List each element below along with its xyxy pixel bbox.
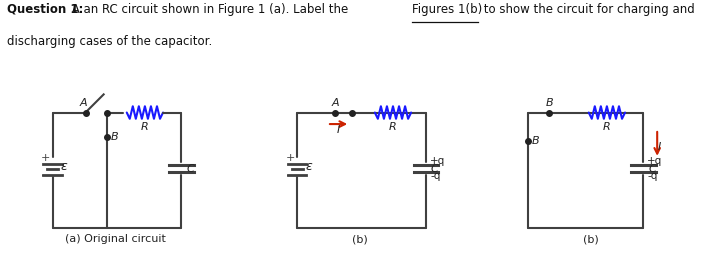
Text: B: B bbox=[532, 136, 539, 146]
Text: B: B bbox=[545, 98, 553, 109]
Text: (b): (b) bbox=[352, 234, 368, 244]
Text: Question 1:: Question 1: bbox=[7, 3, 84, 16]
Text: B: B bbox=[111, 132, 119, 142]
Text: A: A bbox=[331, 98, 339, 109]
Text: Figures 1(b): Figures 1(b) bbox=[412, 3, 482, 16]
Text: I: I bbox=[337, 125, 340, 135]
Text: A: A bbox=[80, 98, 88, 109]
Text: C: C bbox=[431, 164, 438, 174]
Text: R: R bbox=[389, 122, 397, 132]
Text: to show the circuit for charging and: to show the circuit for charging and bbox=[480, 3, 694, 16]
Text: C: C bbox=[186, 164, 194, 174]
Text: I: I bbox=[658, 142, 661, 152]
Text: +: + bbox=[286, 153, 295, 163]
Text: ε: ε bbox=[60, 160, 68, 173]
Text: −: − bbox=[41, 171, 50, 181]
Text: R: R bbox=[141, 122, 149, 132]
Text: −: − bbox=[286, 171, 295, 181]
Text: (b): (b) bbox=[582, 234, 598, 244]
Text: A an RC circuit shown in Figure 1 (a). Label the: A an RC circuit shown in Figure 1 (a). L… bbox=[68, 3, 352, 16]
Text: +q: +q bbox=[647, 156, 662, 166]
Text: ε: ε bbox=[305, 160, 312, 173]
Text: C: C bbox=[648, 164, 656, 174]
Text: -q: -q bbox=[647, 171, 657, 181]
Text: -q: -q bbox=[430, 171, 441, 181]
Text: R: R bbox=[603, 122, 611, 132]
Text: +: + bbox=[41, 153, 50, 163]
Text: discharging cases of the capacitor.: discharging cases of the capacitor. bbox=[7, 35, 212, 48]
Text: +q: +q bbox=[430, 156, 446, 166]
Text: (a) Original circuit: (a) Original circuit bbox=[65, 234, 166, 244]
